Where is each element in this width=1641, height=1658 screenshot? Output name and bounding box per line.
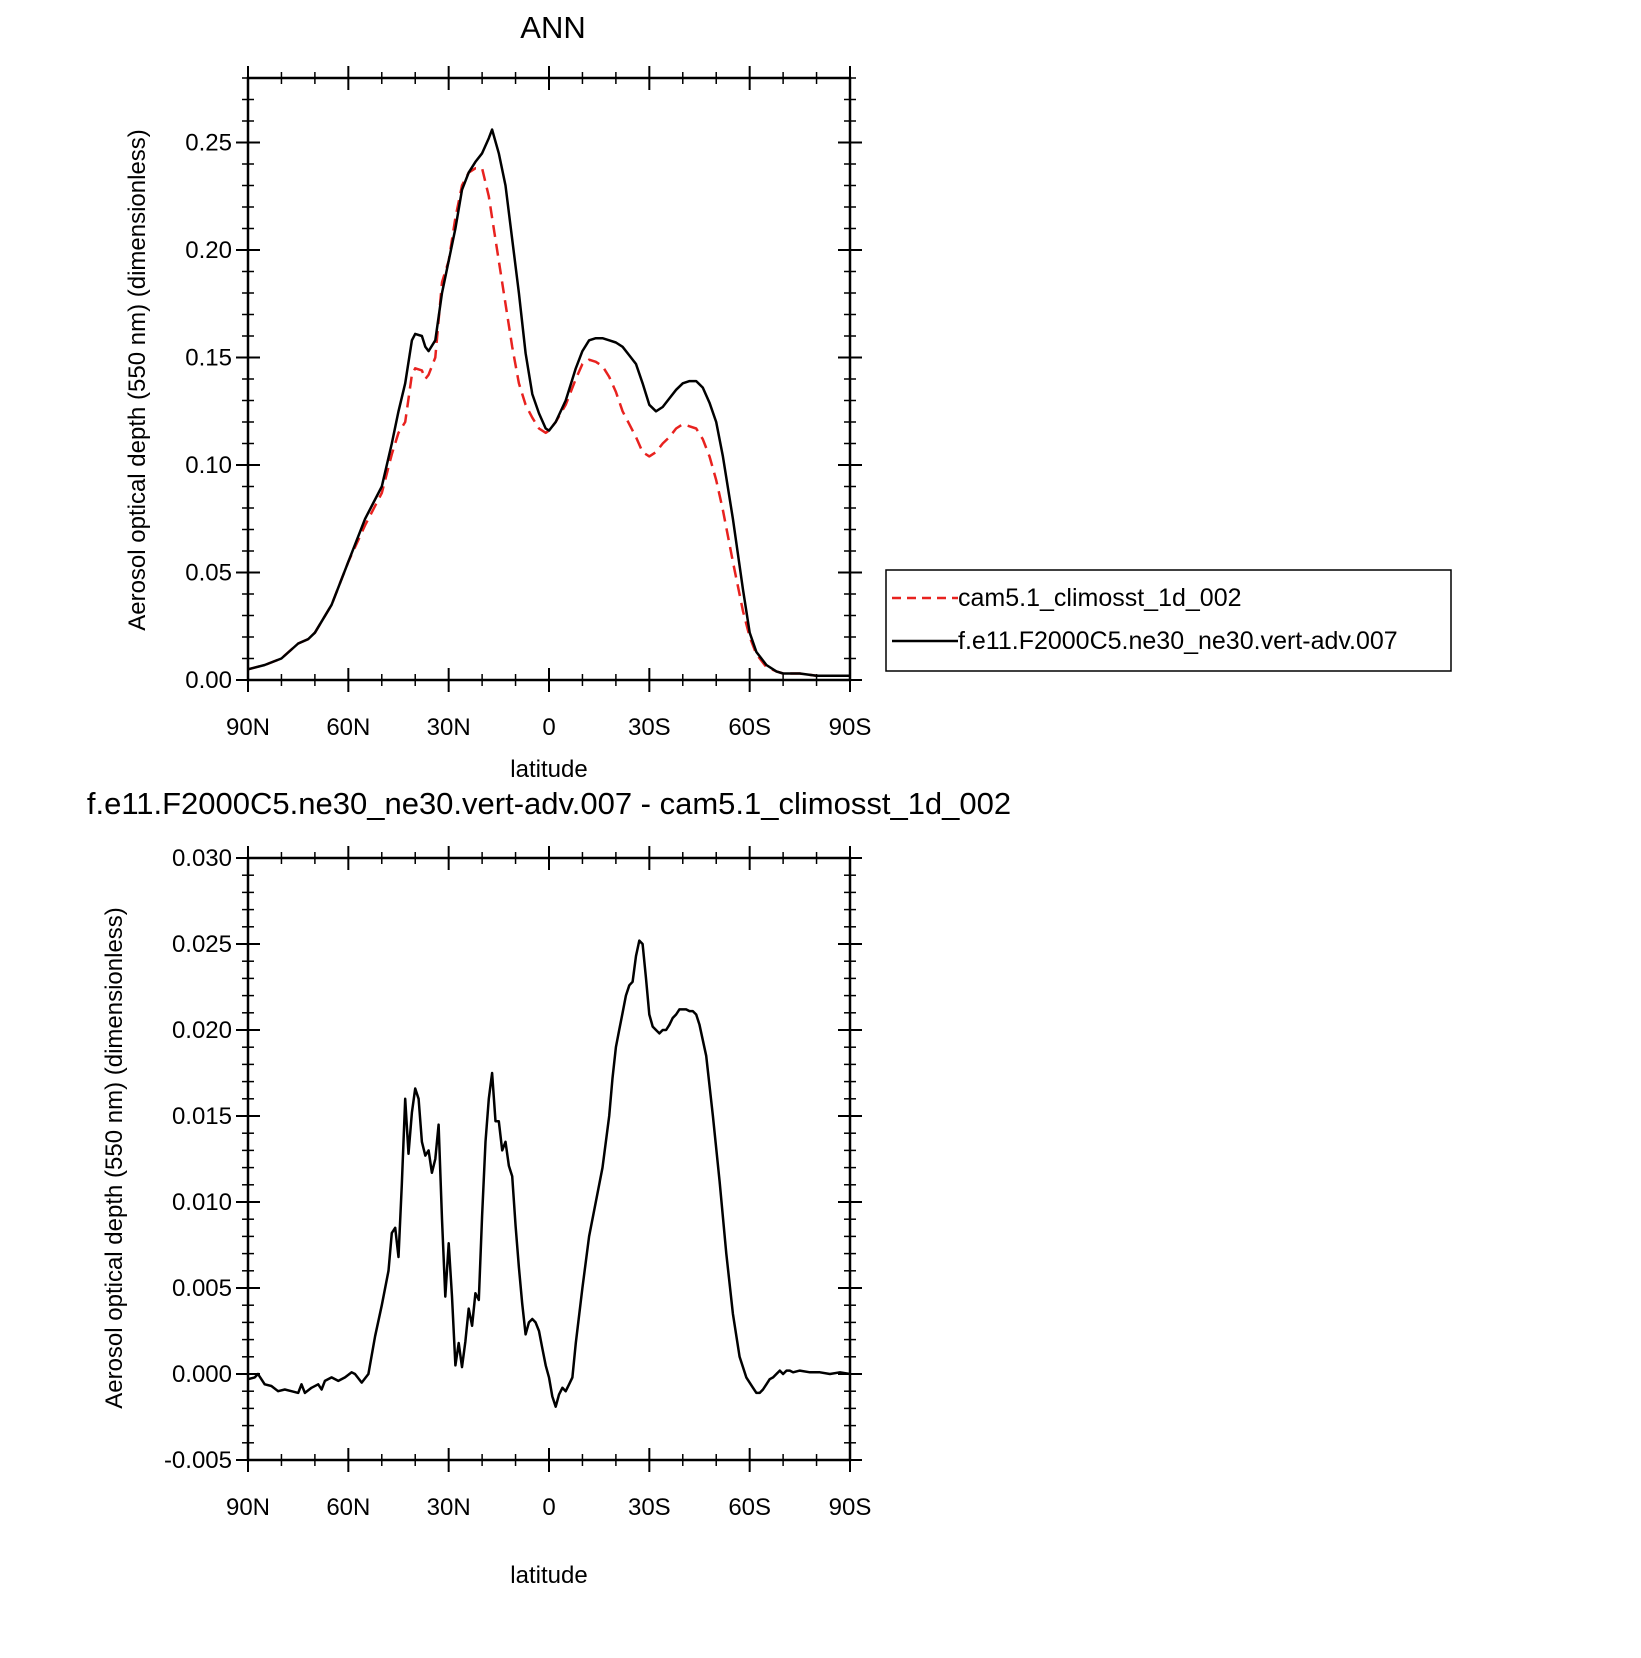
panel-bottom: f.e11.F2000C5.ne30_ne30.vert-adv.007 - c… (87, 786, 1011, 1589)
plot-frame (246, 856, 852, 1462)
legend-label-fe11: f.e11.F2000C5.ne30_ne30.vert-adv.007 (958, 627, 1398, 655)
x-tick-label: 30N (427, 714, 471, 741)
y-tick-label: 0.015 (172, 1103, 232, 1130)
y-tick-label: 0.25 (185, 130, 232, 157)
x-tick-label: 60S (728, 1494, 771, 1521)
y-tick-label: 0.030 (172, 845, 232, 872)
x-tick-label: 90S (829, 1494, 872, 1521)
x-tick-label: 0 (542, 1494, 555, 1521)
legend-box (885, 569, 1452, 672)
x-tick-label: 30S (628, 714, 671, 741)
x-tick-label: 60N (326, 714, 370, 741)
chart-title: f.e11.F2000C5.ne30_ne30.vert-adv.007 - c… (87, 786, 1011, 821)
y-tick-label: 0.020 (172, 1017, 232, 1044)
x-axis-label: latitude (510, 756, 587, 783)
x-tick-label: 30S (628, 1494, 671, 1521)
y-tick-label: 0.10 (185, 452, 232, 479)
y-tick-label: 0.20 (185, 237, 232, 264)
series-layer (247, 128, 850, 677)
x-tick-label: 60N (326, 1494, 370, 1521)
plot-frame (246, 76, 852, 682)
x-axis-label: latitude (510, 1562, 587, 1589)
y-axis-label: Aerosol optical depth (550 nm) (dimensio… (124, 129, 151, 631)
series-line-0 (247, 167, 850, 677)
y-tick-labels: 0.00 0.05 0.10 0.15 0.20 0.25 (185, 130, 232, 695)
y-tick-label: 0.010 (172, 1189, 232, 1216)
series-line-1 (247, 128, 850, 677)
y-axis-label: Aerosol optical depth (550 nm) (dimensio… (101, 907, 128, 1409)
y-tick-label: 0.025 (172, 931, 232, 958)
y-tick-label: 0.005 (172, 1275, 232, 1302)
y-tick-label: 0.00 (185, 667, 232, 694)
y-tick-label: 0.15 (185, 345, 232, 372)
y-tick-label: -0.005 (164, 1447, 232, 1474)
legend: cam5.1_climosst_1d_002 f.e11.F2000C5.ne3… (885, 569, 1452, 672)
chart-title: ANN (520, 10, 585, 45)
y-tick-labels: -0.005 0.000 0.005 0.010 0.015 0.020 0.025 0.03… (164, 845, 232, 1474)
x-tick-label: 90N (226, 1494, 270, 1521)
x-tick-label: 90S (829, 714, 872, 741)
x-tick-label: 0 (542, 714, 555, 741)
y-tick-label: 0.05 (185, 560, 232, 587)
series-line-0 (247, 939, 851, 1408)
series-layer (247, 939, 851, 1408)
legend-label-cam51: cam5.1_climosst_1d_002 (958, 584, 1242, 612)
x-tick-label: 30N (427, 1494, 471, 1521)
panel-top: ANN 0.00 0.05 0.10 0.15 0.20 0.25 90N 60N 30N 0 3… (124, 10, 1452, 783)
x-tick-labels: 90N 60N 30N 0 30S 60S 90S (226, 1494, 871, 1521)
x-tick-labels: 90N 60N 30N 0 30S 60S 90S (226, 714, 871, 741)
y-tick-label: 0.000 (172, 1361, 232, 1388)
x-tick-label: 60S (728, 714, 771, 741)
tick-marks (236, 66, 862, 692)
x-tick-label: 90N (226, 714, 270, 741)
